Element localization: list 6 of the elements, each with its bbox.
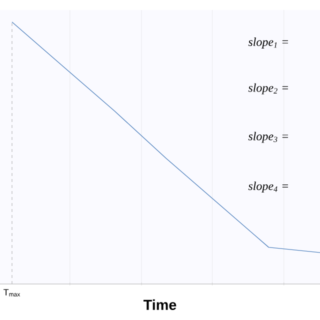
annotation: slope$_{1}$ = <box>248 38 288 48</box>
annotation: slope$_{4}$ = <box>248 182 288 193</box>
text: T$_{max}$ <box>4 289 20 296</box>
annotation: slope$_{2}$ = <box>248 83 288 94</box>
annotation: slope$_{3}$ = <box>248 132 288 143</box>
x-axis-title: Time <box>143 299 176 310</box>
